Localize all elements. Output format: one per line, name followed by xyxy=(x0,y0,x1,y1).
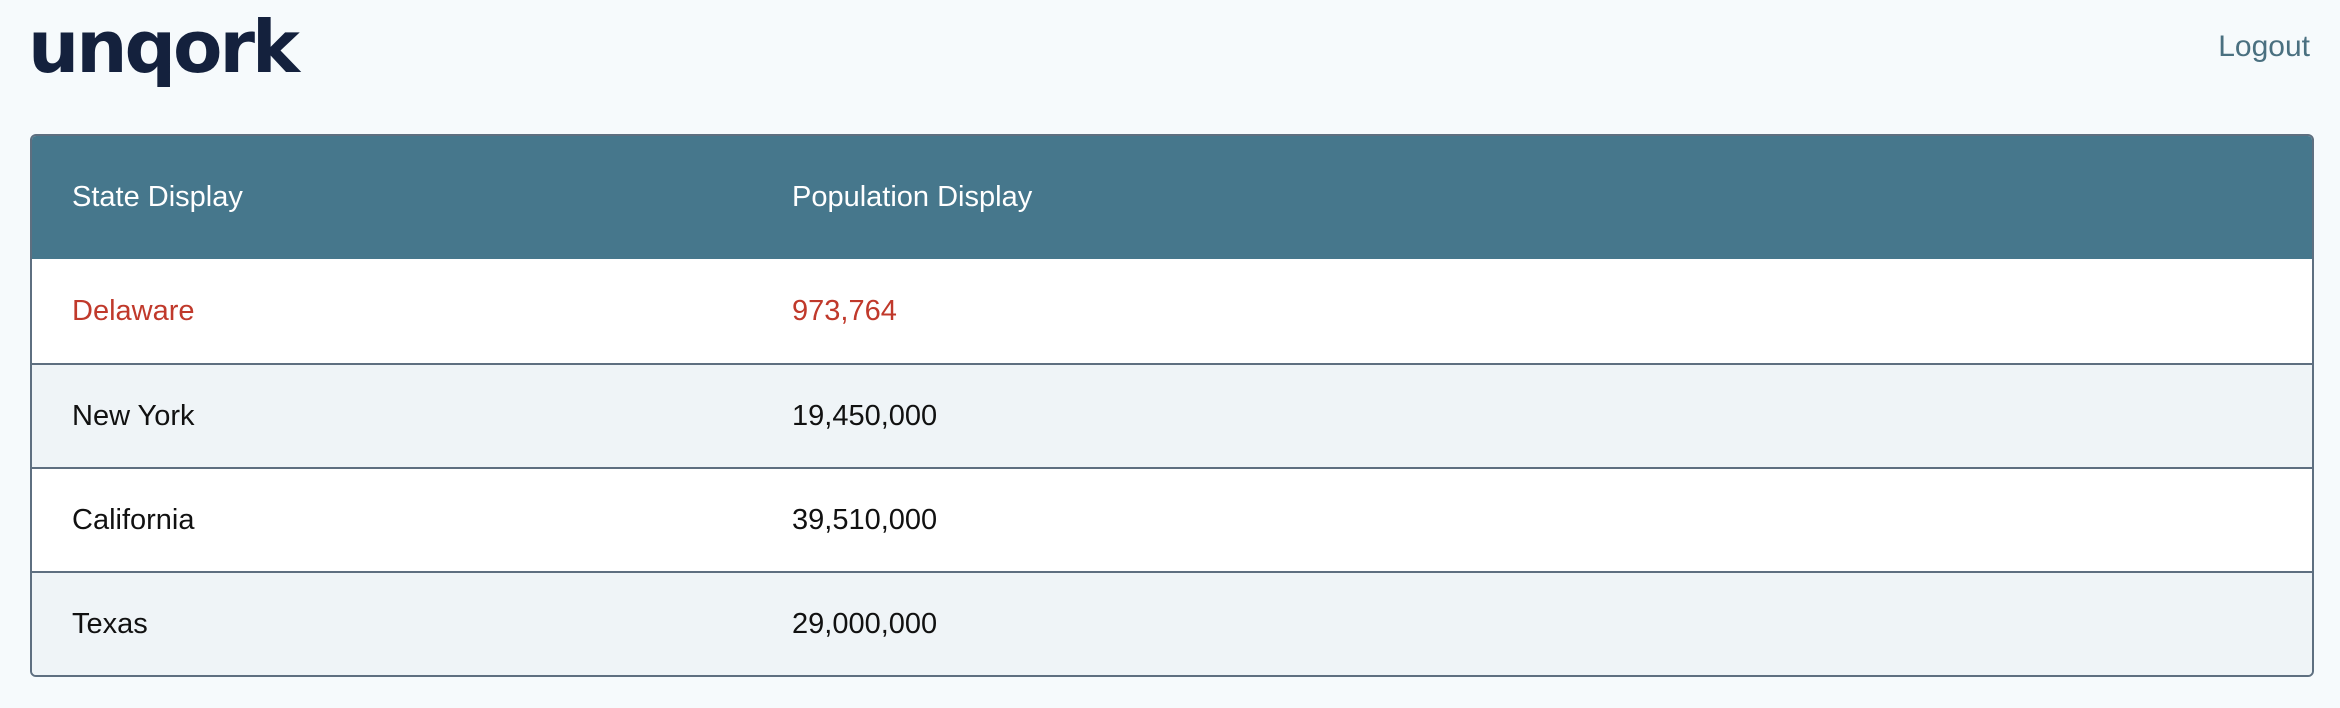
state-cell: Delaware xyxy=(72,294,195,327)
population-cell: 29,000,000 xyxy=(792,607,938,640)
state-cell: Texas xyxy=(72,607,148,640)
table-row[interactable]: New York 19,450,000 xyxy=(32,363,2312,467)
table-row[interactable]: California 39,510,000 xyxy=(32,467,2312,571)
table-row[interactable]: Delaware 973,764 xyxy=(32,259,2312,363)
population-cell: 973,764 xyxy=(792,294,897,327)
column-header-population[interactable]: Population Display xyxy=(792,181,1033,213)
population-cell: 19,450,000 xyxy=(792,399,938,432)
table-row[interactable]: Texas 29,000,000 xyxy=(32,571,2312,675)
logout-link[interactable]: Logout xyxy=(2218,30,2310,63)
table-header: State Display Population Display xyxy=(32,136,2312,259)
state-cell: California xyxy=(72,503,195,536)
population-cell: 39,510,000 xyxy=(792,503,938,536)
column-header-state[interactable]: State Display xyxy=(72,181,243,213)
table-body: Delaware 973,764 New York 19,450,000 Cal… xyxy=(32,259,2312,675)
state-population-table: State Display Population Display Delawar… xyxy=(30,134,2314,677)
state-cell: New York xyxy=(72,399,195,432)
top-bar: unqork Logout xyxy=(0,0,2340,110)
unqork-logo[interactable]: unqork xyxy=(28,5,300,89)
